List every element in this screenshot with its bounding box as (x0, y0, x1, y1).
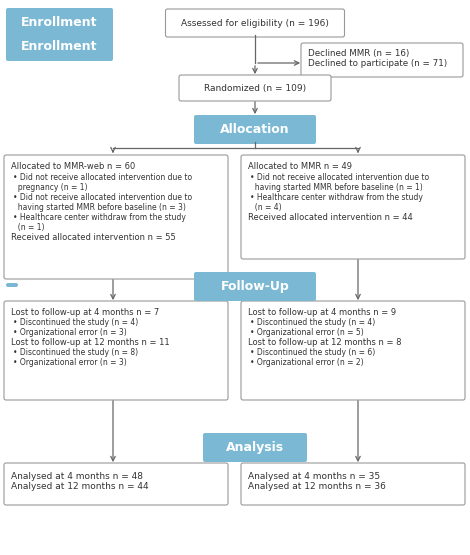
FancyBboxPatch shape (203, 433, 307, 462)
Text: Analysis: Analysis (226, 441, 284, 454)
Text: • Healthcare center withdraw from the study
  (n = 4): • Healthcare center withdraw from the st… (250, 193, 423, 213)
Text: Lost to follow-up at 4 months n = 9: Lost to follow-up at 4 months n = 9 (248, 308, 396, 317)
Text: Lost to follow-up at 4 months n = 7: Lost to follow-up at 4 months n = 7 (11, 308, 159, 317)
FancyBboxPatch shape (4, 155, 228, 279)
FancyBboxPatch shape (194, 115, 316, 144)
FancyBboxPatch shape (179, 75, 331, 101)
FancyBboxPatch shape (6, 283, 18, 287)
FancyBboxPatch shape (4, 463, 228, 505)
Text: Follow-Up: Follow-Up (220, 280, 290, 293)
FancyBboxPatch shape (194, 272, 316, 301)
FancyBboxPatch shape (241, 155, 465, 259)
Text: • Discontinued the study (n = 4): • Discontinued the study (n = 4) (250, 318, 375, 327)
Text: • Did not receive allocated intervention due to
  having started MMR before base: • Did not receive allocated intervention… (13, 193, 192, 213)
FancyBboxPatch shape (6, 8, 113, 37)
Text: • Organizational error (n = 3): • Organizational error (n = 3) (13, 358, 127, 367)
Text: Randomized (n = 109): Randomized (n = 109) (204, 83, 306, 93)
Text: Lost to follow-up at 12 months n = 8: Lost to follow-up at 12 months n = 8 (248, 338, 401, 347)
Text: • Organizational error (n = 5): • Organizational error (n = 5) (250, 328, 364, 337)
Text: • Did not receive allocated intervention due to
  pregnancy (n = 1): • Did not receive allocated intervention… (13, 173, 192, 193)
Text: • Organizational error (n = 2): • Organizational error (n = 2) (250, 358, 364, 367)
Text: • Discontinued the study (n = 6): • Discontinued the study (n = 6) (250, 348, 375, 357)
Text: Allocated to MMR-web n = 60: Allocated to MMR-web n = 60 (11, 162, 135, 171)
Text: • Organizational error (n = 3): • Organizational error (n = 3) (13, 328, 127, 337)
Text: • Discontinued the study (n = 4): • Discontinued the study (n = 4) (13, 318, 138, 327)
Text: Allocation: Allocation (220, 123, 290, 136)
FancyBboxPatch shape (301, 43, 463, 77)
Text: • Discontinued the study (n = 8): • Discontinued the study (n = 8) (13, 348, 138, 357)
Text: Declined MMR (n = 16)
Declined to participate (n = 71): Declined MMR (n = 16) Declined to partic… (308, 49, 447, 68)
Text: Enrollment: Enrollment (21, 40, 98, 53)
Text: Enrollment: Enrollment (21, 16, 98, 29)
FancyBboxPatch shape (4, 301, 228, 400)
FancyBboxPatch shape (241, 463, 465, 505)
Text: Received allocated intervention n = 55: Received allocated intervention n = 55 (11, 233, 176, 242)
Text: Lost to follow-up at 12 months n = 11: Lost to follow-up at 12 months n = 11 (11, 338, 170, 347)
Text: Assessed for eligibility (n = 196): Assessed for eligibility (n = 196) (181, 18, 329, 28)
Text: Analysed at 4 months n = 35
Analysed at 12 months n = 36: Analysed at 4 months n = 35 Analysed at … (248, 472, 386, 491)
Text: Analysed at 4 months n = 48
Analysed at 12 months n = 44: Analysed at 4 months n = 48 Analysed at … (11, 472, 149, 491)
FancyBboxPatch shape (241, 301, 465, 400)
Text: • Did not receive allocated intervention due to
  having started MMR before base: • Did not receive allocated intervention… (250, 173, 429, 193)
FancyBboxPatch shape (165, 9, 345, 37)
Text: Allocated to MMR n = 49: Allocated to MMR n = 49 (248, 162, 352, 171)
Text: Received allocated intervention n = 44: Received allocated intervention n = 44 (248, 213, 413, 222)
FancyBboxPatch shape (6, 32, 113, 61)
Text: • Healthcare center withdraw from the study
  (n = 1): • Healthcare center withdraw from the st… (13, 213, 186, 233)
